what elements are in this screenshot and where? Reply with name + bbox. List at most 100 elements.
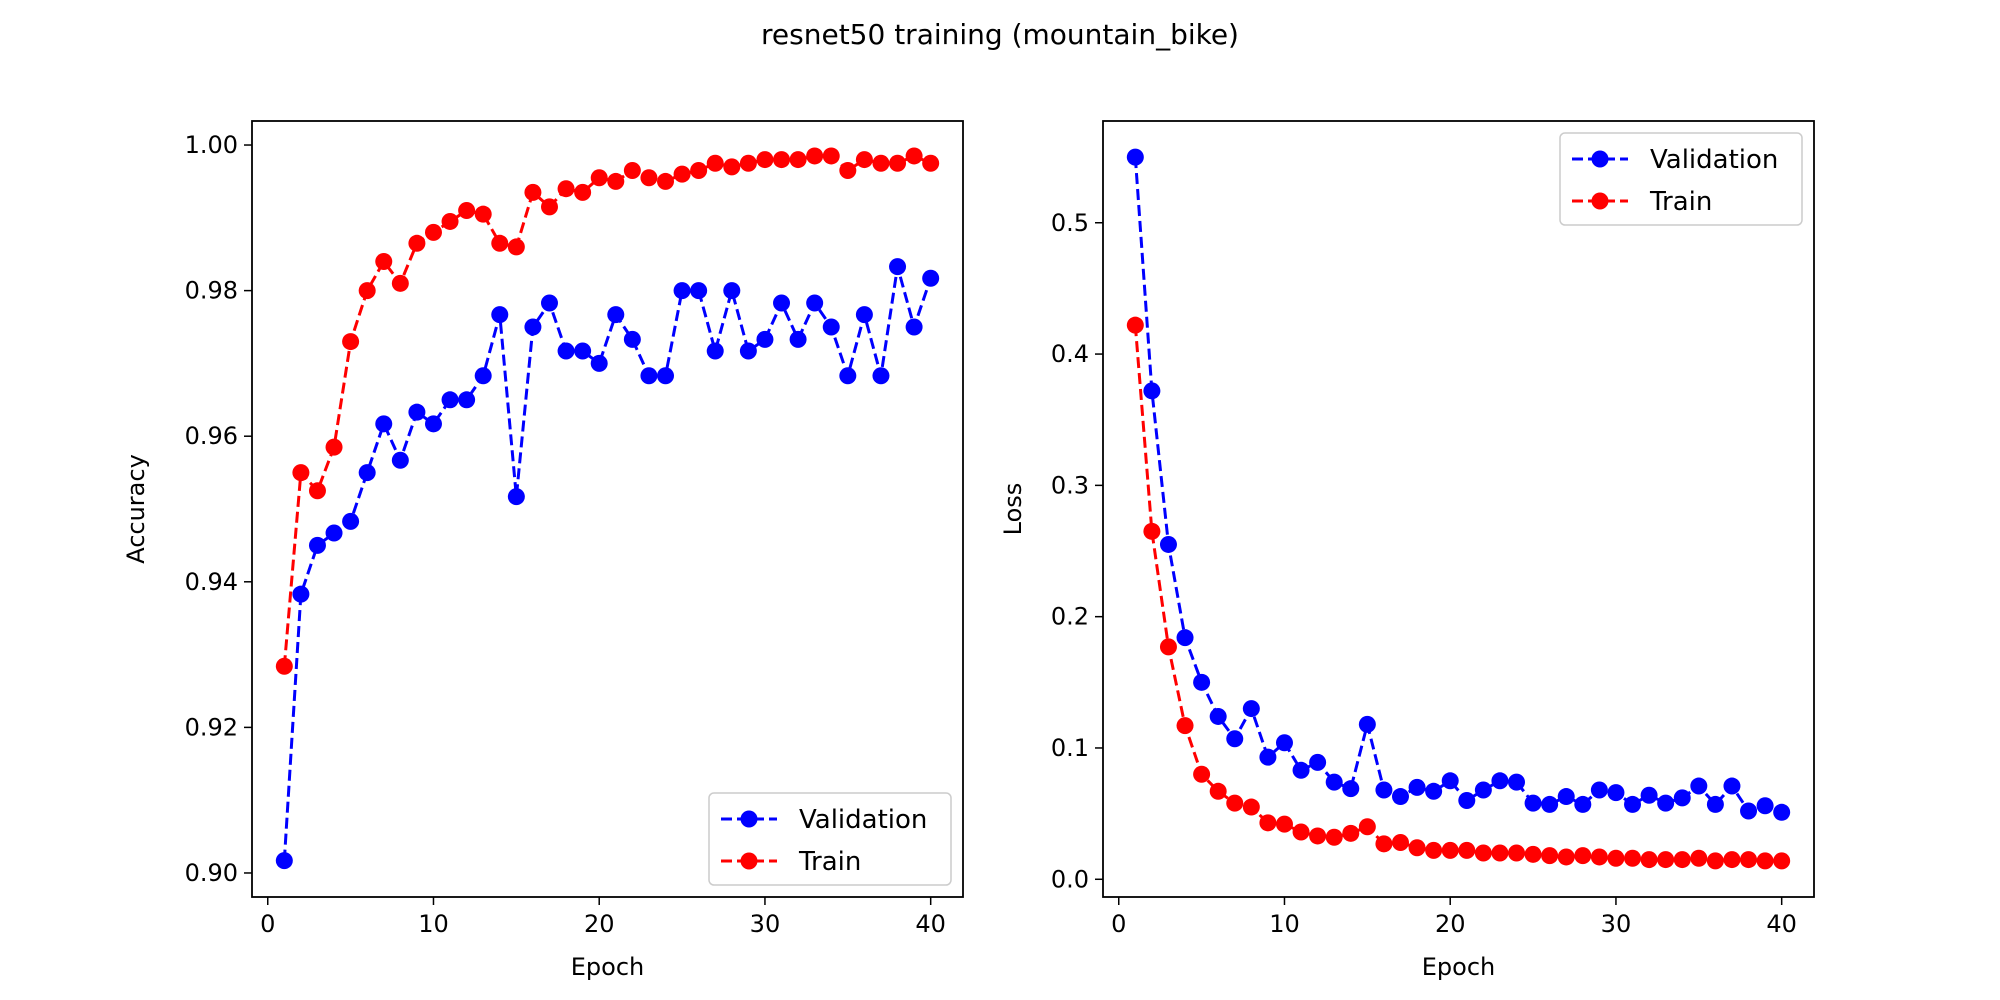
data-point [408,403,426,421]
data-point [1723,851,1741,869]
axes-frame [1102,120,1815,898]
data-point [424,415,442,433]
data-point [872,154,890,172]
data-point [275,852,293,870]
data-point [773,151,791,169]
data-point [1624,849,1642,867]
y-tick-label: 0.0 [1051,865,1089,893]
data-point [1325,773,1343,791]
data-point [1640,851,1658,869]
data-point [1309,827,1327,845]
data-point [590,169,608,187]
data-point [458,391,476,409]
data-point [1259,748,1277,766]
data-point [557,342,575,360]
data-point [574,183,592,201]
data-point [491,234,509,252]
data-point [690,162,708,180]
data-point [540,294,558,312]
x-tick-label: 20 [584,910,615,938]
y-tick-label: 1.00 [185,131,238,159]
accuracy-subplot: 0 10 20 30 40 0.90 0.92 0.94 0.96 0.98 1.00 Epoch Ac… [122,120,964,981]
data-point [557,180,575,198]
data-point [822,147,840,165]
y-tick-label: 0.1 [1051,734,1089,762]
data-point [1176,629,1194,647]
x-tick-label: 40 [1766,910,1797,938]
legend-entry-train: Train [721,847,861,877]
data-point [507,488,525,506]
legend-label: Train [798,847,861,877]
data-point [1624,795,1642,813]
data-point [358,282,376,300]
data-point [474,367,492,385]
data-point [855,306,873,324]
data-point [308,482,326,500]
x-tick-label: 10 [418,910,449,938]
data-point [491,306,509,324]
data-point [640,169,658,187]
data-point [773,294,791,312]
data-point [1673,789,1691,807]
data-point [375,252,393,270]
y-tick-label: 0.96 [185,422,238,450]
data-point [1690,777,1708,795]
data-point [308,536,326,554]
data-point [789,330,807,348]
data-point [739,154,757,172]
data-point [1740,802,1758,820]
data-point [607,306,625,324]
data-point [839,162,857,180]
data-point [441,391,459,409]
data-point [1474,781,1492,799]
x-axis-label: Epoch [1422,953,1496,981]
legend-marker [1591,150,1609,168]
data-point [1193,765,1211,783]
data-point [905,318,923,336]
data-point [1574,795,1592,813]
series-train [275,147,940,675]
legend-marker [1591,192,1609,210]
data-point [1524,845,1542,863]
data-point [1408,778,1426,796]
x-tick-label: 20 [1435,910,1466,938]
data-point [756,151,774,169]
x-tick-label: 40 [915,910,946,938]
data-point [1292,761,1310,779]
data-point [1441,841,1459,859]
data-point [706,154,724,172]
data-point [1358,715,1376,733]
data-point [1458,791,1476,809]
data-point [1159,638,1177,656]
data-point [342,512,360,530]
data-point [1590,848,1608,866]
y-tick-label: 0.98 [185,277,238,305]
data-point [1756,852,1774,870]
data-point [1673,851,1691,869]
data-point [1541,795,1559,813]
data-point [1607,849,1625,867]
data-point [1275,734,1293,752]
data-point [507,238,525,256]
data-point [1391,788,1409,806]
series-line [282,266,933,861]
data-point [1259,814,1277,832]
y-tick-label: 0.4 [1051,340,1089,368]
data-point [789,151,807,169]
legend-entry-validation: Validation [1572,145,1778,175]
legend: Validation Train [708,792,952,886]
legend-label: Train [1649,187,1712,217]
data-point [739,342,757,360]
data-point [806,294,824,312]
chart-title: resnet50 training (mountain_bike) [761,18,1239,51]
data-point [1441,772,1459,790]
data-point [391,451,409,469]
data-point [325,524,343,542]
data-point [1491,772,1509,790]
data-point [342,333,360,351]
legend-label: Validation [799,805,927,835]
legend-entry-train: Train [1572,187,1712,217]
data-point [1640,786,1658,804]
